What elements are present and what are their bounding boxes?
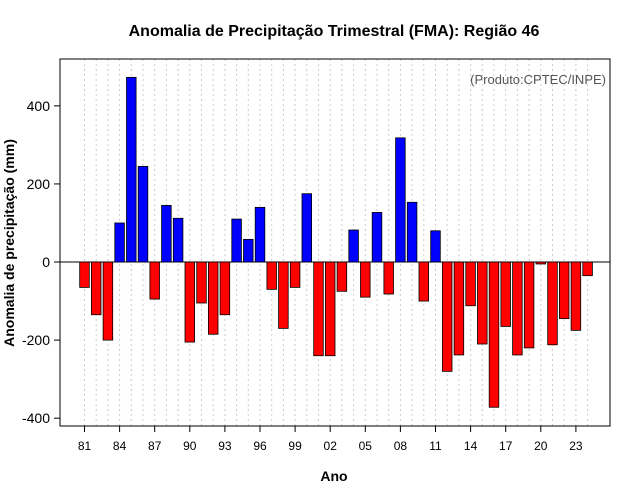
bar-2020	[535, 261, 547, 265]
x-tick-label: 20	[534, 439, 548, 453]
x-tick-label: 05	[359, 439, 373, 453]
x-axis-title: Ano	[320, 468, 347, 484]
bar-1994	[231, 218, 242, 263]
x-tick-label: 84	[113, 439, 127, 453]
bar-2016	[488, 261, 500, 408]
bar-1988	[161, 205, 172, 263]
bar-1981	[79, 261, 90, 288]
bar-2003	[336, 261, 348, 292]
bar-2011	[430, 230, 441, 263]
bar-1985	[126, 76, 137, 263]
x-axis: 81 84 87 90 93 96 99 02 05 08 11 14 17 20 23	[78, 426, 583, 453]
bars	[79, 76, 593, 408]
bar-1995	[243, 238, 254, 263]
x-tick-label: 08	[394, 439, 408, 453]
bar-2019	[523, 261, 535, 349]
bar-1986	[137, 165, 149, 263]
bar-2015	[477, 261, 488, 345]
bar-2004	[348, 229, 359, 263]
x-tick-label: 93	[218, 439, 232, 453]
bar-2022	[559, 261, 570, 320]
bar-1992	[207, 261, 219, 335]
source-credit: (Produto:CPTEC/INPE)	[470, 72, 606, 87]
bar-1993	[219, 261, 231, 316]
bar-2006	[371, 212, 383, 263]
bar-1987	[149, 261, 160, 300]
x-tick-label: 11	[429, 439, 442, 453]
bar-1982	[91, 261, 102, 316]
bar-2021	[547, 261, 558, 346]
bar-1991	[196, 261, 207, 304]
bar-2023	[570, 261, 582, 331]
bar-2017	[500, 261, 511, 327]
bar-2012	[441, 261, 453, 372]
grid-lines	[84, 59, 589, 426]
bar-2024	[582, 261, 593, 277]
x-tick-label: 02	[324, 439, 338, 453]
bar-2000	[301, 193, 313, 263]
x-tick-label: 99	[288, 439, 302, 453]
bar-2010	[418, 261, 430, 302]
y-tick-label: 200	[27, 176, 51, 192]
x-tick-label: 14	[464, 439, 478, 453]
x-tick-label: 81	[78, 439, 92, 453]
x-tick-label: 23	[569, 439, 583, 453]
bar-1996	[254, 206, 266, 263]
y-tick-label: -200	[22, 332, 50, 348]
y-axis-title: Anomalia de precipitação (mm)	[1, 139, 17, 347]
bar-2009	[406, 201, 418, 263]
bar-1989	[172, 217, 184, 263]
chart-title: Anomalia de Precipitação Trimestral (FMA…	[129, 23, 540, 40]
y-tick-label: 400	[27, 98, 51, 114]
bar-2007	[383, 261, 394, 295]
x-tick-label: 87	[148, 439, 162, 453]
bar-1984	[114, 222, 125, 263]
bar-1998	[278, 261, 289, 329]
bar-1983	[102, 261, 114, 341]
bar-2008	[395, 137, 406, 263]
y-axis: -400 -200 0 200 400	[22, 98, 60, 426]
bar-2018	[512, 261, 523, 356]
plot-frame	[59, 58, 611, 427]
bar-2005	[360, 261, 371, 298]
bar-2014	[465, 261, 476, 307]
y-tick-label: -400	[22, 410, 50, 426]
bar-1997	[266, 261, 277, 290]
bar-1999	[289, 261, 301, 288]
x-tick-label: 17	[499, 439, 513, 453]
x-tick-label: 96	[253, 439, 267, 453]
x-tick-label: 90	[183, 439, 197, 453]
bar-2001	[313, 261, 324, 357]
bar-1990	[184, 261, 196, 343]
bar-2002	[324, 261, 336, 357]
bar-2013	[453, 261, 465, 356]
y-tick-label: 0	[42, 254, 50, 270]
